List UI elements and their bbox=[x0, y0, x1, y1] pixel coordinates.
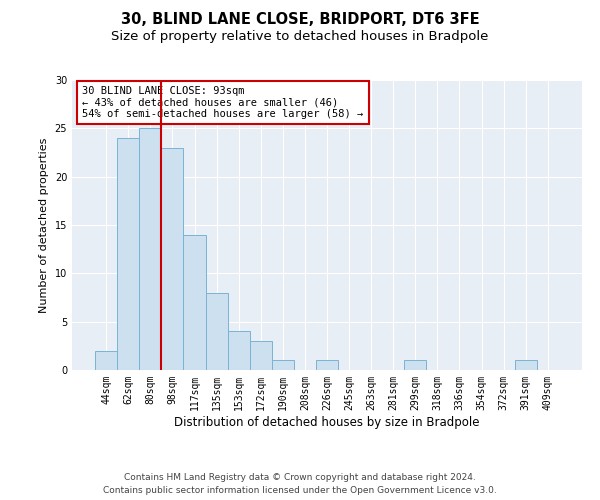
Bar bbox=[250, 341, 272, 370]
Text: 30, BLIND LANE CLOSE, BRIDPORT, DT6 3FE: 30, BLIND LANE CLOSE, BRIDPORT, DT6 3FE bbox=[121, 12, 479, 28]
Bar bbox=[184, 234, 206, 370]
Bar bbox=[139, 128, 161, 370]
Text: Contains HM Land Registry data © Crown copyright and database right 2024.
Contai: Contains HM Land Registry data © Crown c… bbox=[103, 474, 497, 495]
Bar bbox=[272, 360, 294, 370]
Bar bbox=[404, 360, 427, 370]
Bar bbox=[316, 360, 338, 370]
Bar bbox=[95, 350, 117, 370]
Bar bbox=[117, 138, 139, 370]
X-axis label: Distribution of detached houses by size in Bradpole: Distribution of detached houses by size … bbox=[174, 416, 480, 428]
Y-axis label: Number of detached properties: Number of detached properties bbox=[39, 138, 49, 312]
Text: 30 BLIND LANE CLOSE: 93sqm
← 43% of detached houses are smaller (46)
54% of semi: 30 BLIND LANE CLOSE: 93sqm ← 43% of deta… bbox=[82, 86, 364, 119]
Bar bbox=[161, 148, 184, 370]
Bar bbox=[227, 332, 250, 370]
Bar bbox=[206, 292, 227, 370]
Bar bbox=[515, 360, 537, 370]
Text: Size of property relative to detached houses in Bradpole: Size of property relative to detached ho… bbox=[112, 30, 488, 43]
